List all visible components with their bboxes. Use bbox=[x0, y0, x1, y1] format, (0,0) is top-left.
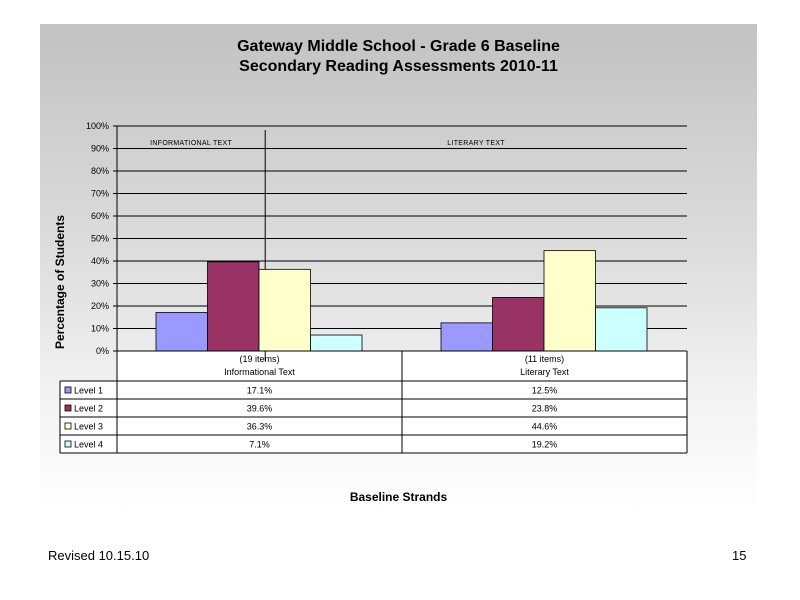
y-tick-label: 40% bbox=[91, 256, 109, 266]
category-name: Literary Text bbox=[520, 367, 569, 377]
category-panel-label: LITERARY TEXT bbox=[447, 140, 505, 147]
data-label: 12.5% bbox=[532, 386, 558, 396]
page-number: 15 bbox=[732, 548, 747, 563]
bar bbox=[310, 334, 363, 352]
legend-swatch bbox=[64, 440, 72, 448]
legend-label: Level 4 bbox=[74, 440, 103, 450]
bar-chart: 100% 90% 80% 70% 60% 50% 40% 30% 20% 10% 0% INFORMA… bbox=[59, 121, 688, 454]
x-axis-label: Baseline Strands bbox=[349, 490, 448, 504]
y-tick-label: 30% bbox=[91, 279, 109, 289]
legend-label: Level 3 bbox=[74, 422, 103, 432]
bar bbox=[440, 322, 493, 352]
data-label: 36.3% bbox=[247, 422, 273, 432]
bar bbox=[543, 250, 596, 352]
y-tick-label: 20% bbox=[91, 301, 109, 311]
legend-label: Level 1 bbox=[74, 386, 103, 396]
y-tick-label: 100% bbox=[86, 121, 109, 131]
bar bbox=[492, 297, 545, 352]
legend-swatch bbox=[64, 404, 72, 412]
data-label: 44.6% bbox=[532, 422, 558, 432]
bar bbox=[595, 307, 648, 352]
y-tick-label: 10% bbox=[91, 324, 109, 334]
chart-panel: Gateway Middle School - Grade 6 Baseline… bbox=[40, 24, 757, 514]
category-name: Informational Text bbox=[224, 367, 295, 377]
data-label: 39.6% bbox=[247, 404, 273, 414]
y-tick-label: 0% bbox=[96, 346, 109, 356]
bar bbox=[155, 312, 208, 352]
legend-label: Level 2 bbox=[74, 404, 103, 414]
bar bbox=[258, 268, 311, 352]
legend-swatch bbox=[64, 386, 72, 394]
y-tick-label: 50% bbox=[91, 234, 109, 244]
y-tick-label: 60% bbox=[91, 211, 109, 221]
data-label: 23.8% bbox=[532, 404, 558, 414]
category-panel-label: INFORMATIONAL TEXT bbox=[150, 140, 232, 147]
legend-swatch bbox=[64, 422, 72, 430]
data-label: 17.1% bbox=[247, 386, 273, 396]
chart-title: Gateway Middle School - Grade 6 Baseline bbox=[237, 38, 560, 55]
chart-subtitle: Secondary Reading Assessments 2010-11 bbox=[239, 58, 558, 75]
y-tick-label: 70% bbox=[91, 189, 109, 199]
data-label: 7.1% bbox=[249, 440, 270, 450]
revised-date: Revised 10.15.10 bbox=[48, 548, 150, 563]
y-tick-label: 80% bbox=[91, 166, 109, 176]
bar bbox=[207, 261, 260, 352]
category-items: (11 items) bbox=[525, 354, 564, 364]
category-items: (19 items) bbox=[239, 354, 279, 364]
data-label: 19.2% bbox=[532, 440, 558, 450]
y-tick-label: 90% bbox=[91, 144, 109, 154]
